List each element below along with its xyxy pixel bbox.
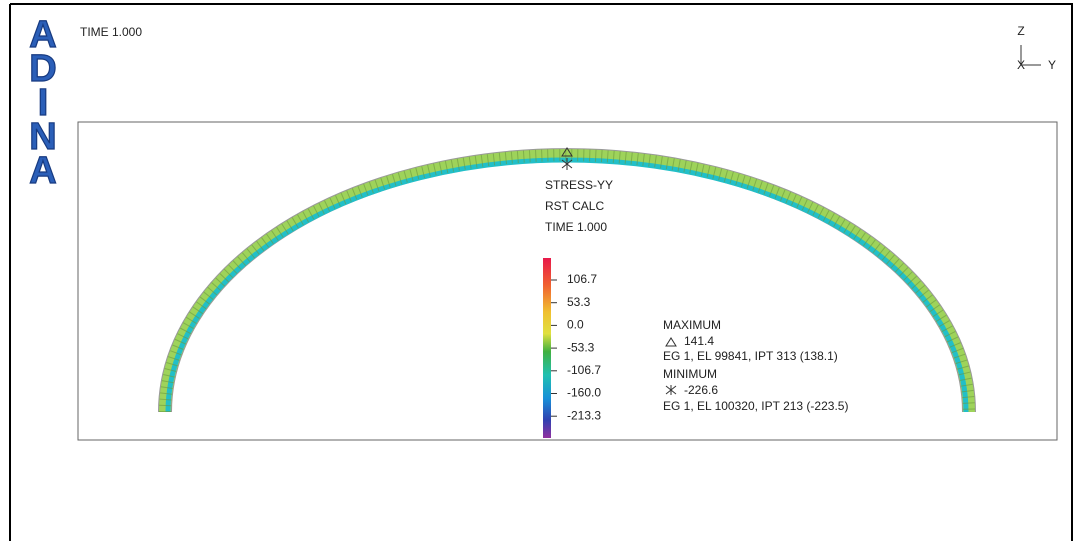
triad-x: X bbox=[1017, 58, 1025, 72]
legend-title-line: TIME 1.000 bbox=[545, 220, 607, 234]
logo-letter: A bbox=[29, 150, 56, 192]
min-location: EG 1, EL 100320, IPT 213 (-223.5) bbox=[663, 399, 848, 413]
colorbar-tick-label: -213.3 bbox=[567, 408, 601, 422]
colorbar-tick-label: -160.0 bbox=[567, 386, 601, 400]
extremes: MAXIMUM 141.4 EG 1, EL 99841, IPT 313 (1… bbox=[663, 318, 848, 413]
max-value: 141.4 bbox=[684, 334, 714, 348]
colorbar-tick-label: -53.3 bbox=[567, 340, 595, 354]
time-label: TIME 1.000 bbox=[80, 25, 142, 39]
colorbar-ticks: 106.7 53.3 0.0 -53.3 -106.7 -160.0 -213.3 bbox=[551, 272, 601, 422]
triad-y: Y bbox=[1048, 58, 1056, 72]
axis-triad: Z X Y bbox=[1017, 24, 1056, 72]
max-location: EG 1, EL 99841, IPT 313 (138.1) bbox=[663, 349, 838, 363]
colorbar-tick-label: 106.7 bbox=[567, 272, 597, 286]
triad-z: Z bbox=[1017, 24, 1024, 38]
legend-title: STRESS-YY RST CALC TIME 1.000 bbox=[545, 178, 613, 234]
legend-title-line: RST CALC bbox=[545, 199, 604, 213]
min-title: MINIMUM bbox=[663, 367, 717, 381]
colorbar bbox=[543, 258, 551, 438]
screenshot: ADINA TIME 1.000 Z X Y STRESS-YY RST CALC… bbox=[0, 0, 1073, 541]
colorbar-tick-label: -106.7 bbox=[567, 363, 601, 377]
max-symbol bbox=[666, 338, 676, 346]
min-symbol bbox=[666, 385, 676, 395]
colorbar-tick-label: 53.3 bbox=[567, 295, 591, 309]
max-title: MAXIMUM bbox=[663, 318, 721, 332]
legend-title-line: STRESS-YY bbox=[545, 178, 613, 192]
min-value: -226.6 bbox=[684, 383, 718, 397]
colorbar-tick-label: 0.0 bbox=[567, 318, 584, 332]
